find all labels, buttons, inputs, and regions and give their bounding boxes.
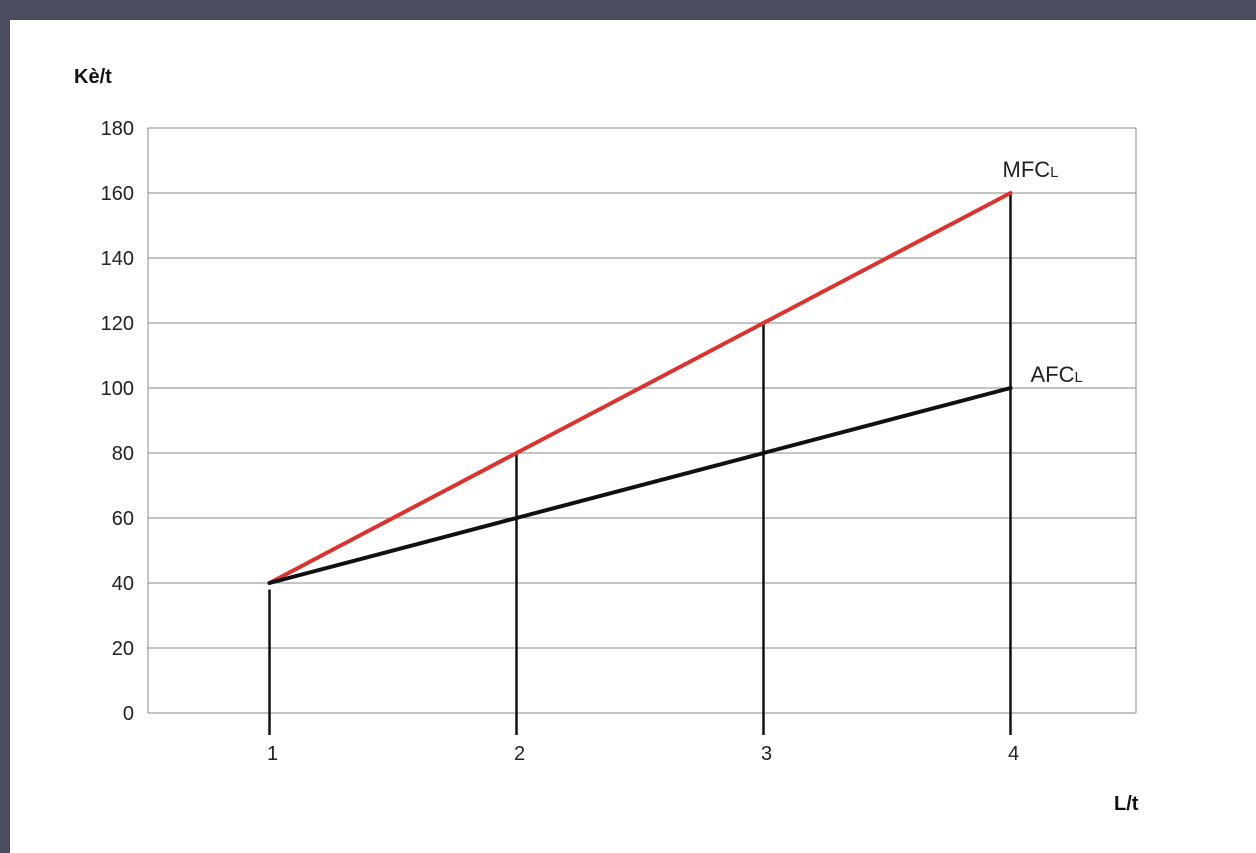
y-tick-label-140: 140 (101, 248, 134, 270)
y-tick-labels: 0 20 40 60 80 100 120 140 160 180 (101, 118, 134, 725)
drop-lines (268, 193, 1012, 735)
y-tick-label-180: 180 (101, 118, 134, 140)
series-label-mfc: MFCL (1003, 157, 1059, 182)
y-tick-label-160: 160 (101, 183, 134, 205)
x-tick-label-4: 4 (1008, 743, 1019, 765)
x-tick-labels: 1 2 3 4 (267, 743, 1019, 765)
series-line-mfc (267, 191, 1013, 585)
y-axis-label: Kè/t (74, 66, 112, 88)
series-label-main: AFC (1031, 362, 1075, 387)
x-axis-label: L/t (1114, 793, 1139, 815)
x-tick-label-1: 1 (267, 743, 278, 765)
series-line-afc (267, 386, 1013, 585)
series-label-afc: AFCL (1031, 362, 1083, 387)
y-tick-label-60: 60 (112, 508, 134, 530)
grid-lines (147, 127, 1137, 714)
y-tick-label-100: 100 (101, 378, 134, 400)
series-label-main: MFC (1003, 157, 1051, 182)
x-tick-label-2: 2 (514, 743, 525, 765)
x-tick-label-3: 3 (761, 743, 772, 765)
series-label-subscript: L (1050, 164, 1058, 181)
series-label-subscript: L (1075, 369, 1083, 386)
y-tick-label-0: 0 (123, 703, 134, 725)
chart-panel (10, 20, 1256, 853)
series-lines (267, 191, 1013, 585)
y-tick-label-40: 40 (112, 573, 134, 595)
y-tick-label-20: 20 (112, 638, 134, 660)
y-tick-label-120: 120 (101, 313, 134, 335)
y-tick-label-80: 80 (112, 443, 134, 465)
